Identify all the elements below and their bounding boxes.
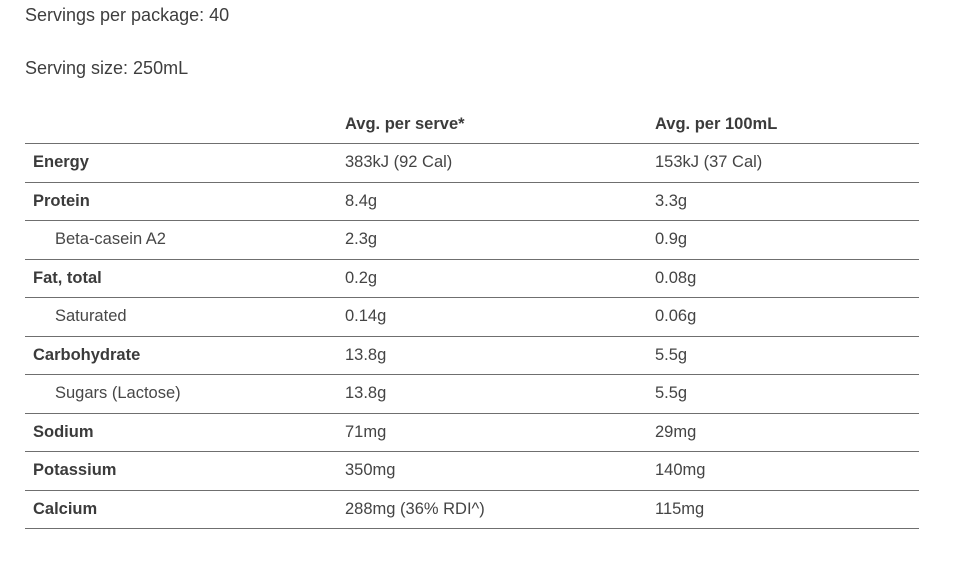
per-serve-value: 0.2g	[345, 259, 655, 298]
per-100ml-value: 5.5g	[655, 374, 919, 414]
column-header-per-100ml: Avg. per 100mL	[655, 105, 919, 144]
serving-size-text: Serving size: 250mL	[25, 58, 189, 78]
table-row-carbohydrate: Carbohydrate 13.8g 5.5g	[25, 336, 919, 375]
row-label: Carbohydrate	[25, 336, 345, 375]
table-row-saturated: Saturated 0.14g 0.06g	[25, 297, 919, 337]
row-label: Calcium	[25, 490, 345, 529]
per-serve-value: 0.14g	[345, 297, 655, 337]
row-label: Potassium	[25, 451, 345, 491]
table-row-calcium: Calcium 288mg (36% RDI^) 115mg	[25, 490, 919, 529]
row-label: Saturated	[25, 297, 345, 337]
table-row-sugars-lactose: Sugars (Lactose) 13.8g 5.5g	[25, 374, 919, 414]
row-label: Beta-casein A2	[25, 220, 345, 260]
row-label: Sodium	[25, 413, 345, 452]
per-100ml-value: 115mg	[655, 490, 919, 529]
column-header-blank	[25, 105, 345, 144]
table-header-row: Avg. per serve* Avg. per 100mL	[25, 105, 919, 144]
per-100ml-value: 0.9g	[655, 220, 919, 260]
table-row-sodium: Sodium 71mg 29mg	[25, 413, 919, 452]
per-serve-value: 13.8g	[345, 374, 655, 414]
nutrition-table: Avg. per serve* Avg. per 100mL Energy 38…	[25, 105, 919, 529]
per-serve-value: 13.8g	[345, 336, 655, 375]
row-label: Sugars (Lactose)	[25, 374, 345, 414]
per-100ml-value: 5.5g	[655, 336, 919, 375]
per-serve-value: 8.4g	[345, 182, 655, 221]
table-row-potassium: Potassium 350mg 140mg	[25, 451, 919, 491]
row-label: Energy	[25, 143, 345, 183]
per-100ml-value: 140mg	[655, 451, 919, 491]
table-row-fat-total: Fat, total 0.2g 0.08g	[25, 259, 919, 298]
per-serve-value: 383kJ (92 Cal)	[345, 143, 655, 183]
per-100ml-value: 0.08g	[655, 259, 919, 298]
table-row-energy: Energy 383kJ (92 Cal) 153kJ (37 Cal)	[25, 143, 919, 183]
row-label: Protein	[25, 182, 345, 221]
per-100ml-value: 29mg	[655, 413, 919, 452]
per-serve-value: 288mg (36% RDI^)	[345, 490, 655, 529]
per-100ml-value: 0.06g	[655, 297, 919, 337]
per-serve-value: 350mg	[345, 451, 655, 491]
column-header-per-serve: Avg. per serve*	[345, 105, 655, 144]
table-row-protein: Protein 8.4g 3.3g	[25, 182, 919, 221]
servings-per-package-text: Servings per package: 40	[25, 5, 230, 25]
table-row-beta-casein-a2: Beta-casein A2 2.3g 0.9g	[25, 220, 919, 260]
per-serve-value: 2.3g	[345, 220, 655, 260]
row-label: Fat, total	[25, 259, 345, 298]
per-100ml-value: 153kJ (37 Cal)	[655, 143, 919, 183]
per-100ml-value: 3.3g	[655, 182, 919, 221]
per-serve-value: 71mg	[345, 413, 655, 452]
